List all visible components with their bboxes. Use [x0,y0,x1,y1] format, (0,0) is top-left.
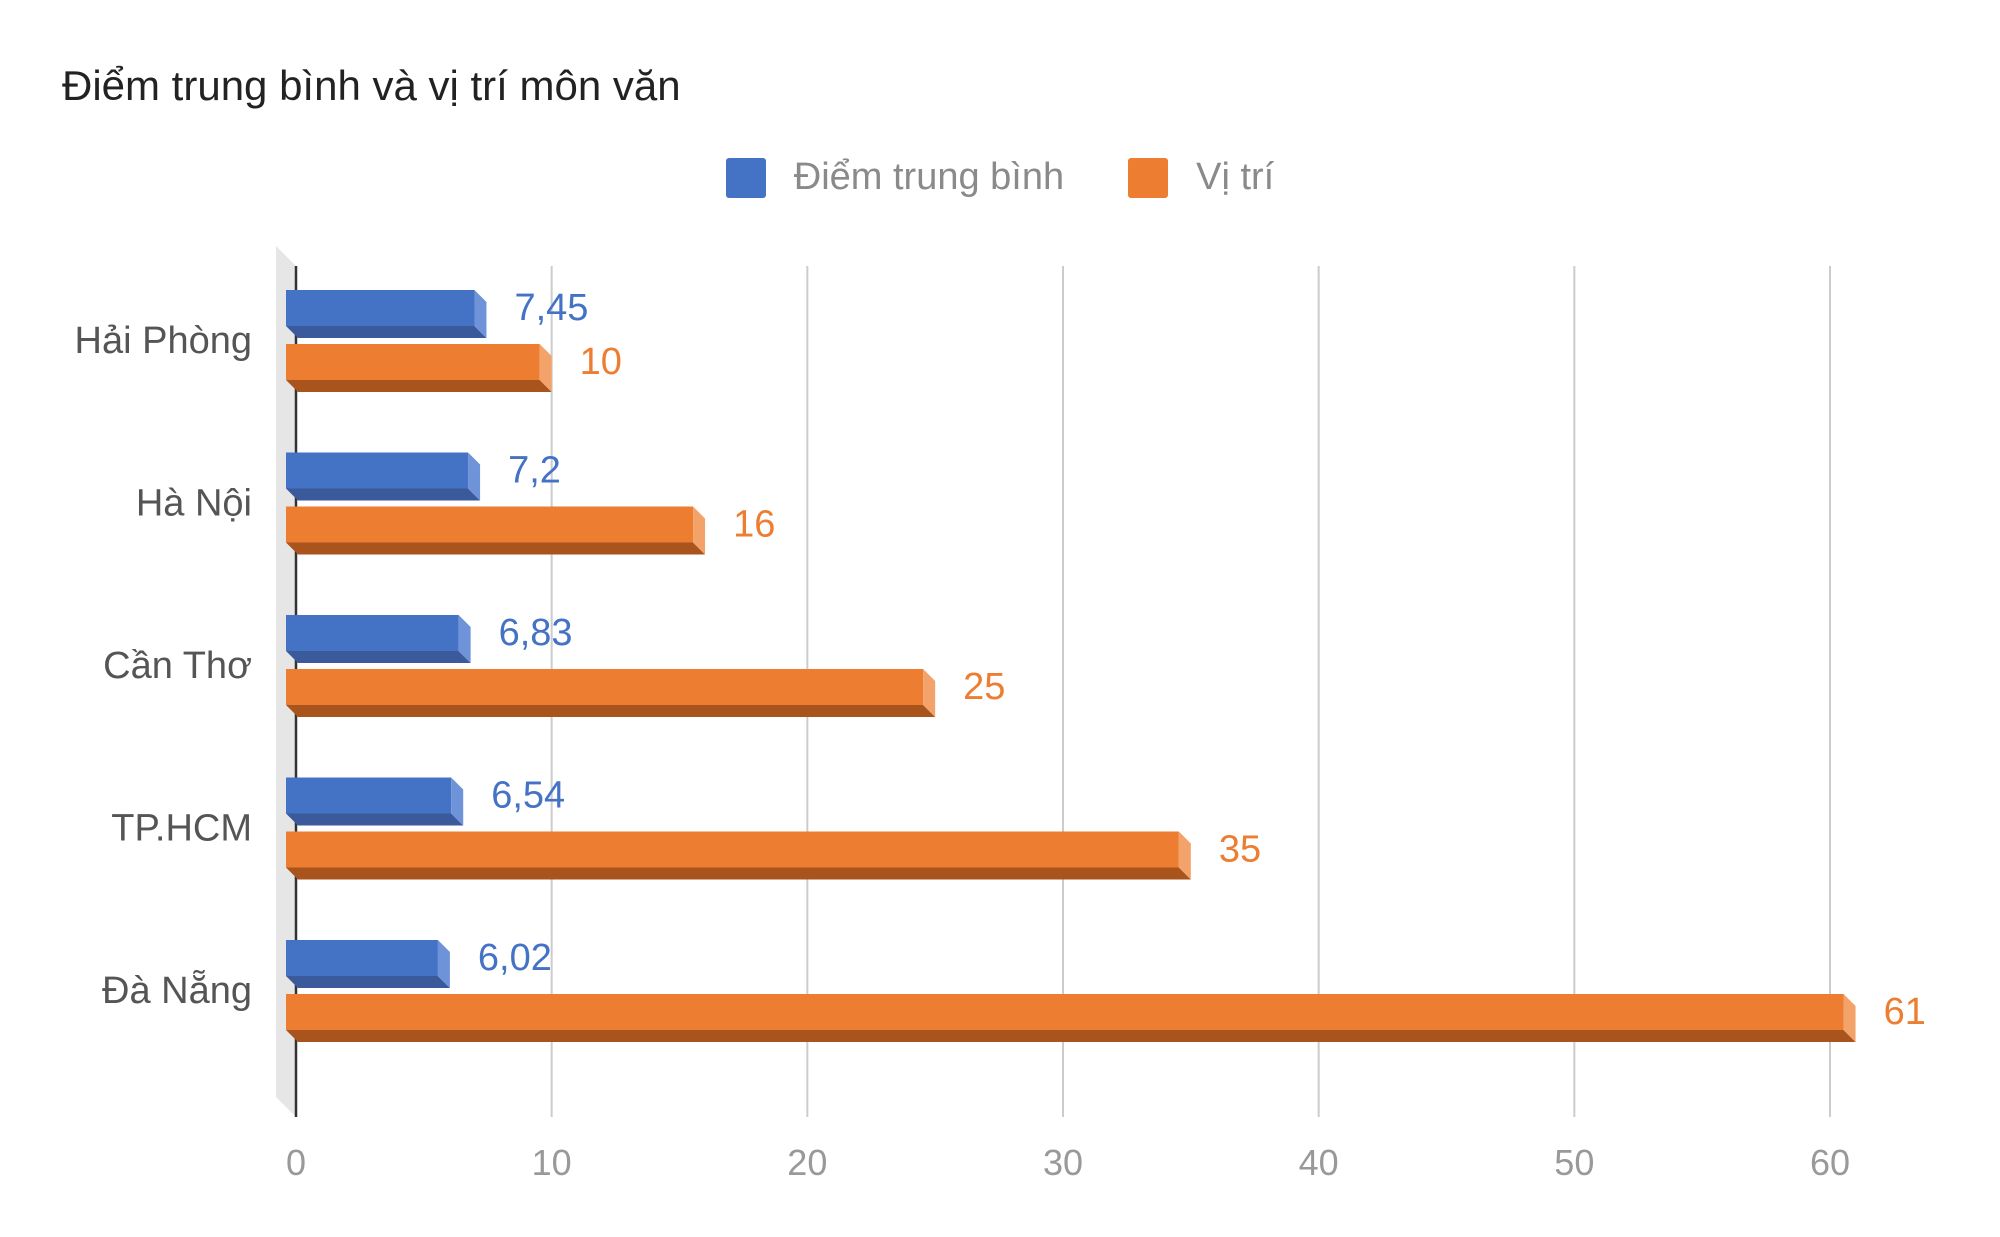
x-tick-label: 30 [1043,1142,1083,1183]
bar-shadow [286,867,1191,880]
data-label: 6,83 [499,612,573,654]
bar-diem-trung-binh [286,940,438,976]
legend-swatch-diem-trung-binh [725,157,766,198]
bar-shadow [286,542,706,555]
category-label: Hà Nội [136,483,252,525]
bar-vi-tri [286,994,1844,1030]
bar-diem-trung-binh [286,615,459,651]
legend-swatch-vi-tri [1128,157,1169,198]
data-label: 16 [733,504,775,546]
bar-vi-tri [286,344,540,380]
category-label: Đà Nẵng [102,968,252,1012]
x-tick-label: 10 [532,1142,572,1183]
x-tick-label: 40 [1299,1142,1339,1183]
bar-shadow [286,705,936,717]
bar-side [539,344,552,392]
bar-side [437,940,450,988]
legend: Điểm trung bình Vị trí [0,156,2000,199]
category-label: Hải Phòng [75,320,252,362]
bar-vi-tri [286,669,924,705]
chart-title: Điểm trung bình và vị trí môn văn [62,62,681,109]
legend-label-diem-trung-binh: Điểm trung bình [793,156,1065,198]
legend-label-vi-tri: Vị trí [1196,156,1275,198]
data-label: 7,45 [514,287,588,329]
bar-vi-tri [286,506,694,543]
x-tick-label: 50 [1554,1142,1594,1183]
bar-diem-trung-binh [286,777,452,814]
data-label: 25 [963,666,1005,708]
bar-side [451,777,464,826]
bar-side [468,452,481,501]
bar-diem-trung-binh [286,290,475,326]
x-tick-label: 60 [1810,1142,1850,1183]
legend-item-diem-trung-binh: Điểm trung bình [725,156,1065,199]
bar-shadow [286,813,464,826]
x-tick-label: 20 [787,1142,827,1183]
bar-shadow [286,488,481,501]
bar-diem-trung-binh [286,452,469,489]
data-label: 6,02 [478,937,552,979]
bar-vi-tri [286,831,1179,868]
legend-item-vi-tri: Vị trí [1128,156,1274,199]
x-tick-label: 0 [286,1142,306,1183]
bar-shadow [286,1030,1856,1042]
bar-side [458,615,471,663]
data-label: 6,54 [491,775,565,817]
bar-shadow [286,976,450,988]
bar-shadow [286,380,552,392]
data-label: 7,2 [508,450,561,492]
data-label: 10 [580,341,622,383]
bar-shadow [286,326,487,338]
category-label: Cần Thơ [103,645,252,687]
bar-side [1843,994,1856,1042]
bar-side [474,290,487,338]
data-label: 61 [1884,991,1926,1033]
bar-shadow [286,651,471,663]
data-label: 35 [1219,829,1261,871]
bar-side [923,669,936,717]
bar-side [1178,831,1191,880]
bar-side [693,506,706,555]
category-label: TP.HCM [111,808,252,850]
